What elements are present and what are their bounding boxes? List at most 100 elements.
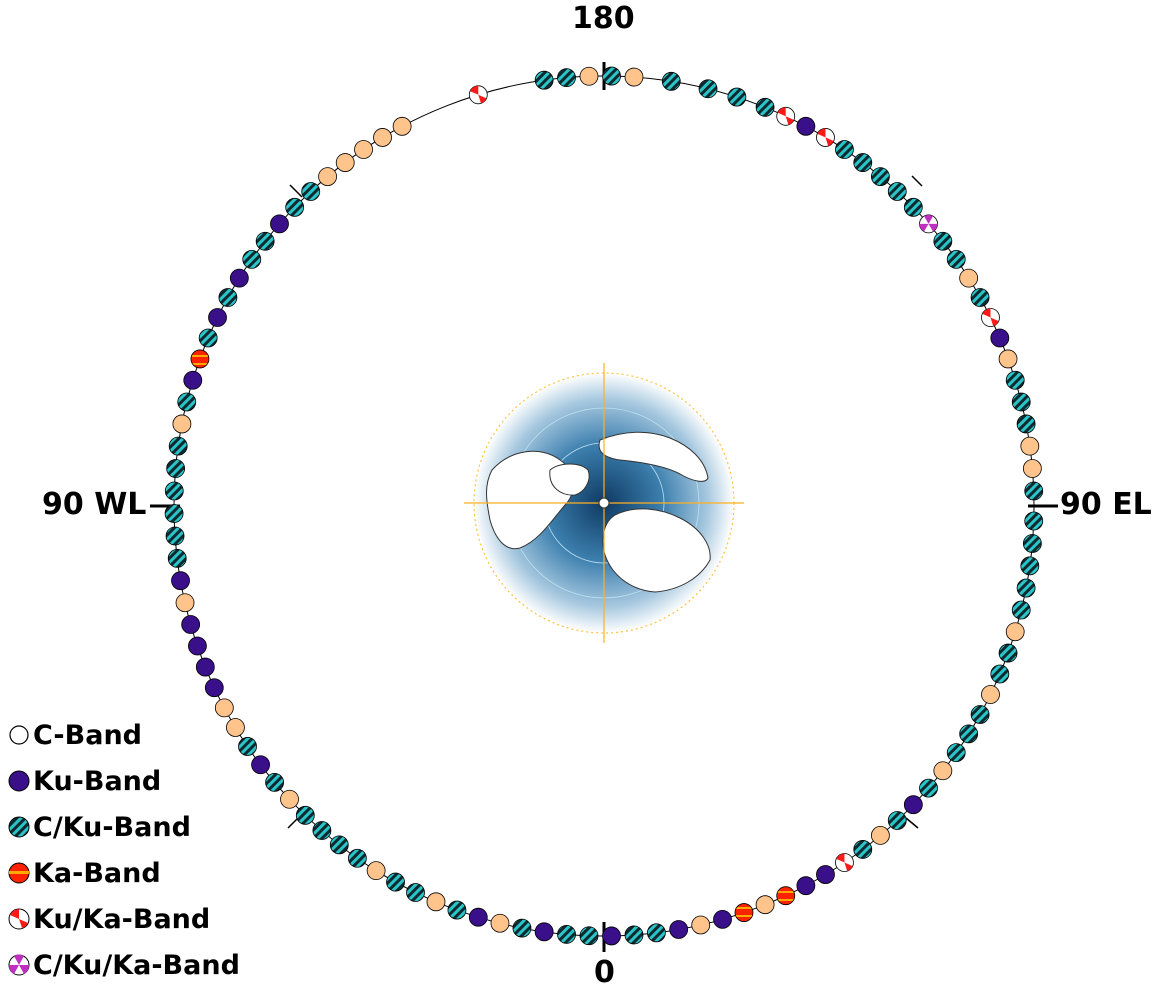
satellite-marker-cku	[1016, 414, 1036, 434]
satellite-marker-c	[172, 414, 192, 434]
satellite-marker-ku	[270, 214, 289, 234]
satellite-marker-cku	[998, 643, 1018, 663]
land-masses	[486, 431, 711, 593]
satellite-marker-cku	[1020, 556, 1040, 576]
satellite-marker-cku	[242, 249, 262, 269]
satellite-marker-c	[998, 349, 1018, 369]
satellite-marker-cku	[602, 66, 621, 86]
satellite-marker-kuka	[816, 128, 835, 147]
legend-item-ku-band: Ku-Band	[6, 758, 240, 804]
satellite-marker-cku	[406, 883, 425, 902]
satellite-marker-ku	[669, 920, 689, 939]
satellite-marker-c	[426, 892, 446, 912]
satellite-marker-cku	[1011, 600, 1031, 620]
satellite-marker-cku	[946, 743, 966, 763]
satellite-marker-ku	[990, 328, 1010, 348]
satellite-marker-ku	[534, 922, 554, 942]
satellite-marker-cku	[347, 848, 367, 868]
axis-label-0: 0	[594, 955, 615, 990]
satellite-marker-ku	[713, 909, 732, 929]
diagonal-ticks	[287, 175, 923, 829]
legend-label: C/Ku/Ka-Band	[33, 949, 240, 981]
satellite-marker-ku	[903, 795, 923, 815]
satellite-marker-cku	[1016, 578, 1036, 598]
satellite-marker-cku	[329, 835, 349, 855]
satellite-marker-cku	[698, 79, 718, 99]
satellite-marker-c	[175, 593, 195, 613]
satellite-marker-cku	[165, 526, 185, 546]
satellite-marker-cku	[168, 436, 188, 456]
satellite-marker-c	[490, 913, 510, 933]
satellite-marker-kuka	[835, 853, 854, 872]
satellite-marker-cku	[1024, 481, 1044, 501]
satellite-marker-cku	[727, 87, 747, 107]
satellite-marker-cku	[1005, 370, 1025, 390]
legend-label: Ka-Band	[33, 857, 161, 889]
satellite-marker-ku	[171, 571, 190, 591]
satellite-marker-cku	[853, 153, 873, 172]
satellite-marker-cku	[534, 70, 554, 90]
satellite-marker-cku	[970, 288, 990, 307]
satellite-marker-ku	[204, 678, 224, 698]
satellite-marker-cku	[624, 925, 644, 945]
legend-item-ka-band: Ka-Band	[6, 850, 240, 896]
satellite-marker-cku	[919, 778, 938, 798]
satellite-marker-cku	[647, 923, 666, 943]
satellite-marker-c	[1020, 436, 1040, 456]
satellite-marker-ka	[776, 886, 796, 906]
legend: C-Band Ku-Band C/Ku-Band Ka-Band Ku/Ka-B…	[6, 712, 240, 988]
legend-label: Ku/Ka-Band	[33, 903, 211, 935]
satellite-marker-ku	[208, 308, 227, 327]
satellite-marker-cku	[447, 900, 467, 920]
legend-item-ckuka-band: C/Ku/Ka-Band	[6, 942, 240, 988]
satellite-marker-cku	[1011, 392, 1031, 412]
satellite-marker-ku	[195, 657, 215, 677]
legend-item-kuka-band: Ku/Ka-Band	[6, 896, 240, 942]
satellite-marker-cku	[835, 140, 854, 159]
satellite-marker-cku	[301, 182, 321, 201]
satellite-marker-cku	[164, 504, 184, 523]
satellite-marker-cku	[933, 231, 953, 251]
satellite-marker-c	[933, 761, 953, 781]
satellite-marker-cku	[755, 97, 775, 117]
satellite-marker-cku	[990, 664, 1010, 684]
satellite-marker-ka	[190, 349, 210, 369]
satellite-marker-cku	[386, 872, 405, 892]
satellite-marker-cku	[887, 182, 907, 201]
satellite-marker-cku	[238, 737, 257, 756]
satellite-marker-kuka	[776, 106, 796, 126]
satellite-marker-cku	[218, 288, 238, 307]
ckuka-band-icon	[8, 954, 30, 976]
satellite-marker-c	[624, 67, 644, 87]
axis-label-90el: 90 EL	[1060, 487, 1152, 522]
satellite-marker-c	[755, 895, 775, 915]
satellite-marker-c	[354, 140, 373, 159]
satellite-marker-c	[366, 861, 386, 881]
legend-label: C-Band	[33, 719, 142, 751]
satellite-marker-ku	[796, 876, 816, 896]
satellite-marker-c	[959, 268, 979, 288]
ku-band-icon	[8, 770, 30, 792]
satellite-marker-ku	[183, 370, 203, 390]
satellite-marker-c	[392, 116, 412, 136]
satellite-marker-cku	[312, 821, 332, 840]
globe	[464, 363, 744, 643]
satellite-marker-c	[870, 825, 890, 845]
legend-label: C/Ku-Band	[33, 811, 191, 843]
satellite-marker-cku	[903, 197, 923, 217]
satellite-marker-ku	[229, 268, 249, 288]
satellite-marker-kuka	[468, 85, 488, 105]
satellite-marker-kuka	[981, 308, 1000, 327]
satellite-marker-cku	[1024, 511, 1044, 531]
legend-item-c-band: C-Band	[6, 712, 240, 758]
cku-band-icon	[8, 816, 30, 838]
satellite-marker-cku	[1022, 534, 1042, 553]
satellite-marker-c	[579, 66, 599, 86]
legend-item-cku-band: C/Ku-Band	[6, 804, 240, 850]
satellite-marker-c	[1005, 622, 1025, 642]
satellite-marker-ka	[734, 903, 754, 922]
satellite-marker-cku	[166, 459, 186, 478]
satellite-marker-cku	[164, 481, 184, 501]
satellite-marker-cku	[853, 840, 873, 859]
satellite-marker-c	[226, 718, 245, 737]
